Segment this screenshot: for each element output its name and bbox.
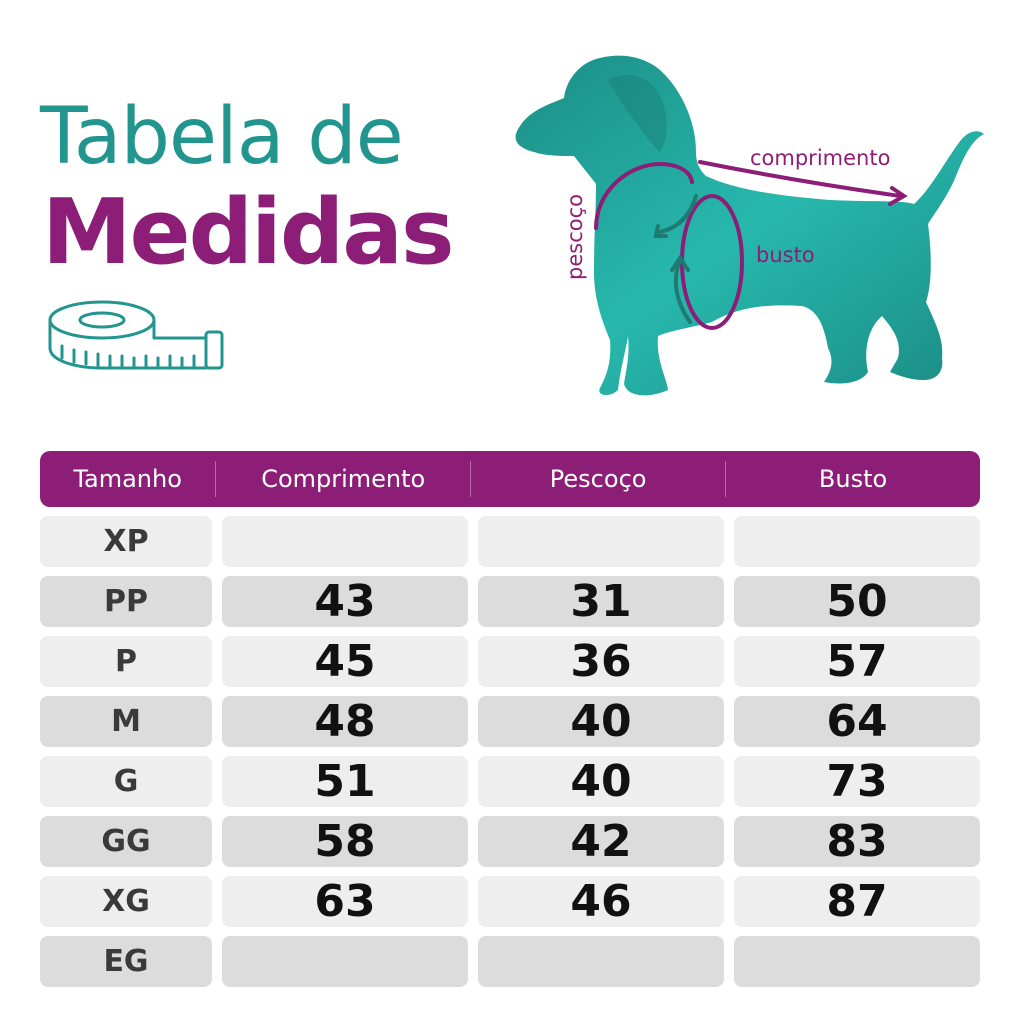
table-row: G 51 40 73 xyxy=(40,756,980,807)
length-cell: 48 xyxy=(222,696,468,747)
header-chest: Busto xyxy=(725,461,980,497)
chest-cell: 87 xyxy=(734,876,980,927)
title-line-2: Medidas xyxy=(42,180,455,285)
length-cell: 58 xyxy=(222,816,468,867)
dog-measurement-illustration: comprimento busto pescoço xyxy=(515,55,984,396)
neck-cell xyxy=(478,936,724,987)
size-cell: M xyxy=(40,696,212,747)
size-cell: XG xyxy=(40,876,212,927)
table-row: XP xyxy=(40,516,980,567)
neck-cell: 40 xyxy=(478,756,724,807)
table-row: M 48 40 64 xyxy=(40,696,980,747)
chest-cell: 50 xyxy=(734,576,980,627)
neck-cell: 46 xyxy=(478,876,724,927)
header-length: Comprimento xyxy=(215,461,470,497)
neck-cell: 31 xyxy=(478,576,724,627)
size-cell: EG xyxy=(40,936,212,987)
length-cell xyxy=(222,516,468,567)
chest-cell: 64 xyxy=(734,696,980,747)
size-cell: G xyxy=(40,756,212,807)
dog-silhouette xyxy=(515,55,984,396)
chest-cell: 83 xyxy=(734,816,980,867)
neck-measure-line xyxy=(594,161,694,230)
title-line-1: Tabela de xyxy=(40,92,404,182)
table-row: XG 63 46 87 xyxy=(40,876,980,927)
size-cell: PP xyxy=(40,576,212,627)
length-label: comprimento xyxy=(750,146,890,170)
neck-cell: 42 xyxy=(478,816,724,867)
table-row: P 45 36 57 xyxy=(40,636,980,687)
neck-cell: 36 xyxy=(478,636,724,687)
length-measure-line xyxy=(698,160,902,198)
table-row: GG 58 42 83 xyxy=(40,816,980,867)
size-cell: P xyxy=(40,636,212,687)
neck-cell xyxy=(478,516,724,567)
neck-label: pescoço xyxy=(563,194,587,280)
table-header: Tamanho Comprimento Pescoço Busto xyxy=(40,451,980,507)
size-cell: GG xyxy=(40,816,212,867)
header-neck: Pescoço xyxy=(470,461,725,497)
length-cell: 51 xyxy=(222,756,468,807)
size-table: Tamanho Comprimento Pescoço Busto XP PP … xyxy=(40,451,980,987)
length-cell: 63 xyxy=(222,876,468,927)
length-cell xyxy=(222,936,468,987)
table-row: PP 43 31 50 xyxy=(40,576,980,627)
chest-cell: 57 xyxy=(734,636,980,687)
chest-cell: 73 xyxy=(734,756,980,807)
table-row: EG xyxy=(40,936,980,987)
length-cell: 45 xyxy=(222,636,468,687)
header-size: Tamanho xyxy=(73,465,182,493)
chest-cell xyxy=(734,516,980,567)
length-cell: 43 xyxy=(222,576,468,627)
neck-cell: 40 xyxy=(478,696,724,747)
measuring-tape-icon xyxy=(48,300,224,370)
size-cell: XP xyxy=(40,516,212,567)
chest-label: busto xyxy=(756,243,815,267)
chest-cell xyxy=(734,936,980,987)
